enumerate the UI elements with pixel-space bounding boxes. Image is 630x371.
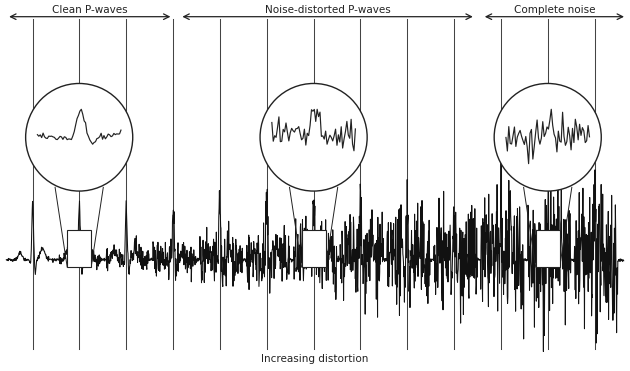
Ellipse shape xyxy=(260,83,367,191)
Bar xyxy=(536,230,559,267)
Ellipse shape xyxy=(26,83,133,191)
Ellipse shape xyxy=(494,83,601,191)
Text: Class A:
Clean P-waves: Class A: Clean P-waves xyxy=(52,0,128,15)
Bar xyxy=(302,230,326,267)
Bar xyxy=(67,230,91,267)
Text: Class B:
Complete noise: Class B: Complete noise xyxy=(513,0,595,15)
Text: Class C:
Noise-distorted P-waves: Class C: Noise-distorted P-waves xyxy=(265,0,391,15)
Text: Increasing distortion: Increasing distortion xyxy=(261,354,369,364)
